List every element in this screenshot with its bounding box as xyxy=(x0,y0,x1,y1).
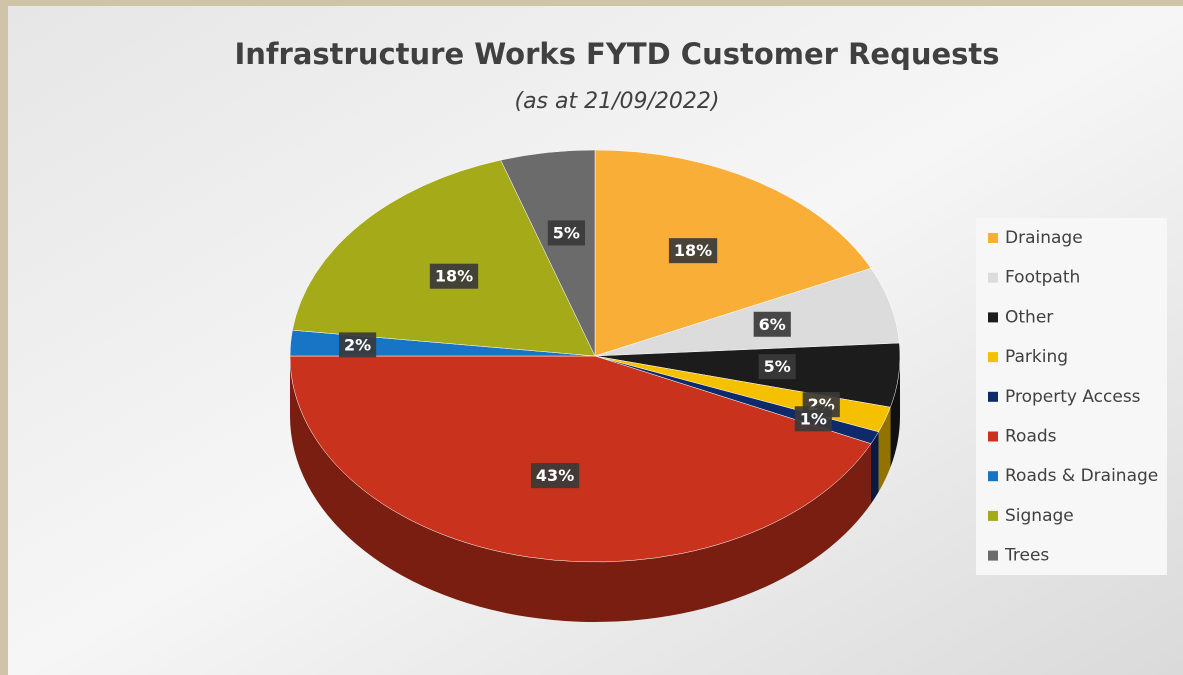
data-label: 18% xyxy=(435,267,473,286)
legend-label: Roads & Drainage xyxy=(1005,466,1158,486)
data-label-box xyxy=(530,463,580,489)
legend-label: Roads xyxy=(1005,427,1057,447)
data-label-box xyxy=(338,332,377,358)
chart-title: Infrastructure Works FYTD Customer Reque… xyxy=(234,37,999,71)
data-label-group: 6% xyxy=(753,311,791,337)
data-label-box xyxy=(753,311,791,337)
legend-swatch xyxy=(988,352,998,363)
pie-slice xyxy=(292,159,596,357)
data-label: 6% xyxy=(759,315,786,334)
slice-side xyxy=(878,407,891,492)
legend-swatch xyxy=(988,431,998,442)
data-label-box xyxy=(429,263,479,289)
data-label-group: 18% xyxy=(668,238,718,264)
legend-label: Property Access xyxy=(1005,387,1141,407)
pie-slice xyxy=(594,149,872,357)
slice-side xyxy=(290,356,871,622)
data-label-group: 43% xyxy=(530,463,580,489)
data-label: 5% xyxy=(553,223,580,242)
pie-slice xyxy=(289,355,872,563)
data-label-group: 5% xyxy=(547,220,585,246)
legend-swatch xyxy=(988,391,998,402)
data-label-group: 1% xyxy=(794,406,832,432)
data-label: 1% xyxy=(800,409,827,428)
pie-sides xyxy=(290,356,900,622)
legend-label: Parking xyxy=(1005,347,1068,367)
slice-side xyxy=(870,431,879,504)
legend-label: Other xyxy=(1005,307,1053,327)
data-label: 43% xyxy=(536,466,574,485)
data-label: 18% xyxy=(674,241,712,260)
data-label-group: 2% xyxy=(338,332,377,358)
legend-swatch xyxy=(988,272,998,283)
legend: Drainage Footpath Other Parking Property Acc… xyxy=(988,228,1158,566)
legend-box xyxy=(976,218,1167,575)
legend-swatch xyxy=(988,233,998,243)
data-label: 5% xyxy=(764,357,791,376)
data-label: 2% xyxy=(344,335,371,354)
legend-label: Signage xyxy=(1005,506,1074,526)
pie-slice xyxy=(500,149,596,357)
data-label-group: 5% xyxy=(758,354,796,380)
data-label-box xyxy=(758,354,796,380)
data-labels: 18%6%5%2%1%43%2%18%5% xyxy=(338,220,840,489)
pie-tops xyxy=(289,149,901,563)
chart-subtitle: (as at 21/09/2022) xyxy=(514,89,719,114)
data-label-box xyxy=(794,406,832,432)
legend-swatch xyxy=(988,471,998,482)
legend-label: Footpath xyxy=(1005,268,1080,288)
slice-side xyxy=(890,356,900,468)
legend-swatch xyxy=(988,510,998,521)
data-label-group: 18% xyxy=(429,263,479,289)
legend-swatch xyxy=(988,312,998,323)
legend-label: Trees xyxy=(1004,546,1049,566)
data-label-box xyxy=(668,238,718,264)
legend-swatch xyxy=(988,550,998,561)
legend-label: Drainage xyxy=(1005,228,1083,248)
data-label-box xyxy=(547,220,585,246)
